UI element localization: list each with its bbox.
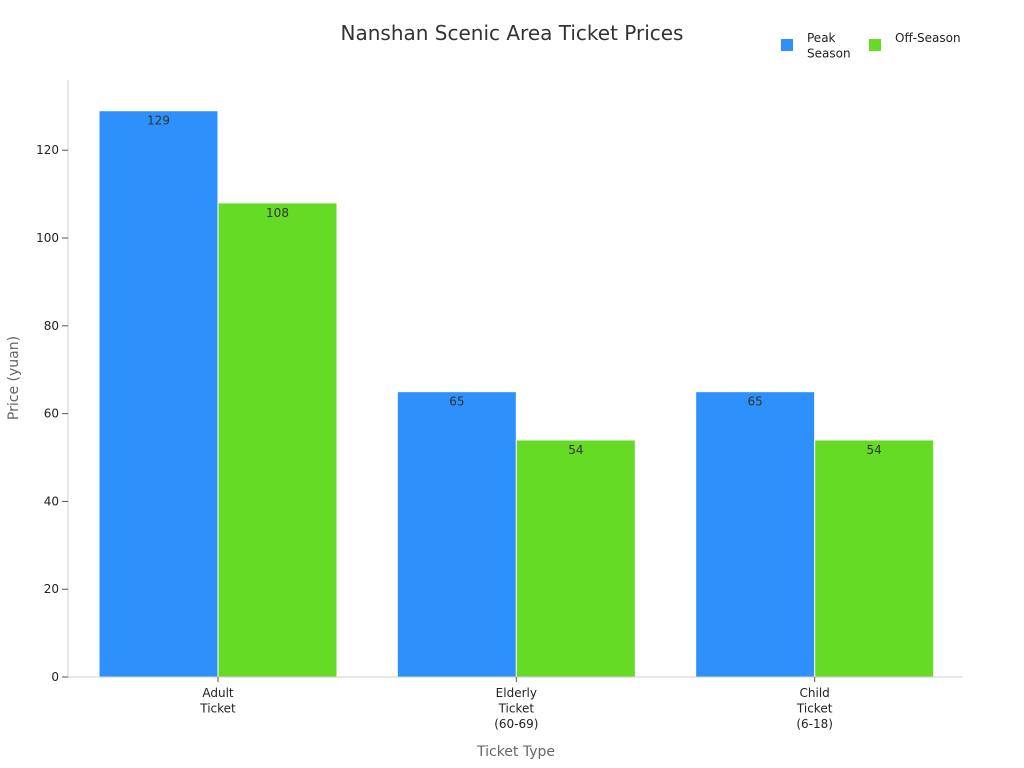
- bar-off-season: [515, 439, 636, 678]
- y-tick-label: 100: [36, 231, 59, 245]
- bars: [98, 110, 935, 678]
- y-axis-title: Price (yuan): [6, 336, 22, 420]
- data-label: 54: [568, 443, 583, 457]
- x-axis-title: Ticket Type: [476, 744, 555, 760]
- legend-label: Peak Season: [807, 31, 851, 61]
- x-tick-label: Adult Ticket: [199, 686, 236, 716]
- chart-title: Nanshan Scenic Area Ticket Prices: [341, 21, 684, 45]
- y-tick-label: 0: [51, 670, 59, 684]
- legend-label: Off-Season: [895, 31, 961, 45]
- data-labels: 129 108 65 54 65 54: [147, 114, 882, 457]
- data-label: 129: [147, 114, 170, 128]
- data-label: 54: [867, 443, 882, 457]
- legend-swatch: [869, 39, 881, 51]
- data-label: 65: [449, 395, 464, 409]
- bar-off-season: [814, 439, 935, 678]
- legend: Peak Season Off-Season: [781, 31, 961, 61]
- y-axis-ticks: 0 20 40 60 80 100 120: [36, 143, 68, 684]
- y-tick-label: 120: [36, 143, 59, 157]
- bar-peak-season: [695, 391, 816, 678]
- data-label: 108: [266, 206, 289, 220]
- data-label: 65: [748, 395, 763, 409]
- bar-peak-season: [396, 391, 517, 678]
- y-tick-label: 60: [44, 407, 59, 421]
- x-axis-ticks: Adult Ticket Elderly Ticket (60-69) Child Tick…: [199, 677, 833, 731]
- y-tick-label: 80: [44, 319, 59, 333]
- legend-swatch: [781, 39, 793, 51]
- y-tick-label: 20: [44, 582, 59, 596]
- bar-peak-season: [98, 110, 219, 678]
- x-tick-label: Elderly Ticket (60-69): [494, 686, 538, 731]
- y-tick-label: 40: [44, 494, 59, 508]
- bar-off-season: [217, 202, 338, 678]
- x-tick-label: Child Ticket (6-18): [796, 686, 833, 731]
- plot-area: 129 108 65 54 65 54 0 20 40 60 80 100 120 Adult Tick…: [36, 80, 963, 731]
